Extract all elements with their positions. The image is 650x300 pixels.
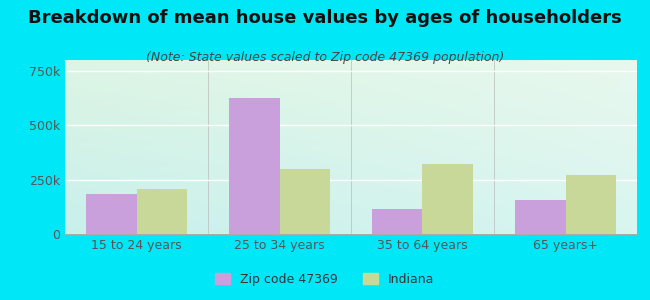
Bar [136,189,187,234]
Bar [280,169,330,234]
Text: Breakdown of mean house values by ages of householders: Breakdown of mean house values by ages o… [28,9,622,27]
Legend: Zip code 47369, Indiana: Zip code 47369, Indiana [211,268,439,291]
Bar [86,194,136,234]
Bar [515,200,566,234]
Text: (Note: State values scaled to Zip code 47369 population): (Note: State values scaled to Zip code 4… [146,51,504,64]
Bar [566,175,616,234]
Bar [372,209,423,234]
Bar [422,164,473,234]
Bar [229,98,280,234]
